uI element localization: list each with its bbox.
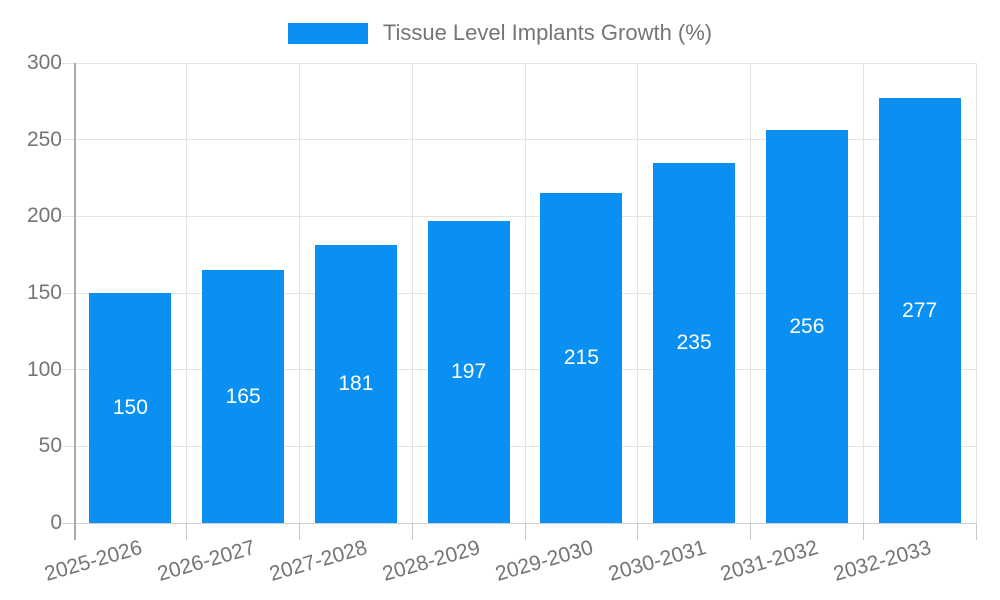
gridline-x-8 (975, 63, 977, 523)
y-tick-label: 250 (26, 127, 62, 151)
y-tick-label: 100 (26, 357, 62, 381)
bar-value-label: 181 (338, 372, 374, 396)
x-axis-tick (411, 523, 413, 540)
x-tick-label: 2025-2026 (41, 536, 145, 586)
legend-label: Tissue Level Implants Growth (%) (382, 20, 713, 45)
x-tick-label: 2027-2028 (267, 536, 371, 586)
bar-2029-2030[interactable]: 215 (540, 193, 623, 523)
gridline-y-200 (62, 215, 976, 217)
x-axis-tick (975, 523, 977, 540)
gridline-x-1 (186, 63, 188, 523)
x-axis-tick (186, 523, 188, 540)
bar-value-label: 215 (563, 346, 599, 370)
bar-2028-2029[interactable]: 197 (427, 220, 510, 523)
y-tick-label: 300 (26, 51, 62, 74)
x-tick-label: 2028-2029 (380, 536, 483, 586)
bar-value-label: 235 (676, 330, 712, 354)
bar-value-label: 165 (225, 384, 261, 408)
gridline-y-50 (62, 445, 976, 447)
x-axis-tick (637, 523, 639, 540)
y-tick-label: 150 (26, 281, 62, 304)
bar-2027-2028[interactable]: 181 (314, 245, 397, 523)
gridline-y-300 (62, 62, 976, 64)
gridline-x-3 (411, 63, 413, 523)
bar-2026-2027[interactable]: 165 (202, 270, 285, 523)
legend-swatch (287, 22, 368, 44)
bar-2030-2031[interactable]: 235 (653, 162, 736, 523)
x-axis-tick (299, 523, 300, 540)
bar-2032-2033[interactable]: 277 (878, 98, 961, 523)
gridline-x-5 (637, 63, 639, 523)
bar-value-label: 150 (112, 396, 148, 419)
x-tick-label: 2031-2032 (718, 536, 822, 586)
y-tick-label: 200 (26, 204, 62, 228)
legend: Tissue Level Implants Growth (%) (0, 20, 1000, 46)
gridline-y-100 (62, 369, 976, 371)
x-axis-tick (862, 523, 864, 540)
bar-2025-2026[interactable]: 150 (89, 293, 172, 523)
gridline-x-6 (750, 63, 751, 523)
x-tick-label: 2029-2030 (492, 536, 596, 586)
x-axis-tick (750, 523, 751, 540)
plot-area: 150 165 181 197 215 235 256 277 (62, 62, 977, 540)
gridline-x-7 (862, 63, 864, 523)
bar-value-label: 197 (451, 359, 487, 383)
bar-value-label: 277 (902, 298, 938, 322)
gridline-x-4 (524, 63, 526, 523)
x-tick-label: 2032-2033 (831, 536, 934, 586)
gridline-y-250 (62, 139, 976, 141)
gridline-y-0 (62, 522, 976, 524)
bar-value-label: 256 (789, 314, 825, 338)
x-tick-label: 2026-2027 (154, 536, 258, 586)
gridline-y-150 (62, 292, 976, 294)
y-tick-label: 0 (50, 511, 62, 534)
y-axis-line (74, 63, 76, 540)
x-tick-label: 2030-2031 (605, 536, 709, 586)
y-tick-label: 50 (38, 434, 62, 458)
x-axis-tick (524, 523, 526, 540)
gridline-x-2 (299, 63, 300, 523)
bar-2031-2032[interactable]: 256 (765, 130, 848, 523)
